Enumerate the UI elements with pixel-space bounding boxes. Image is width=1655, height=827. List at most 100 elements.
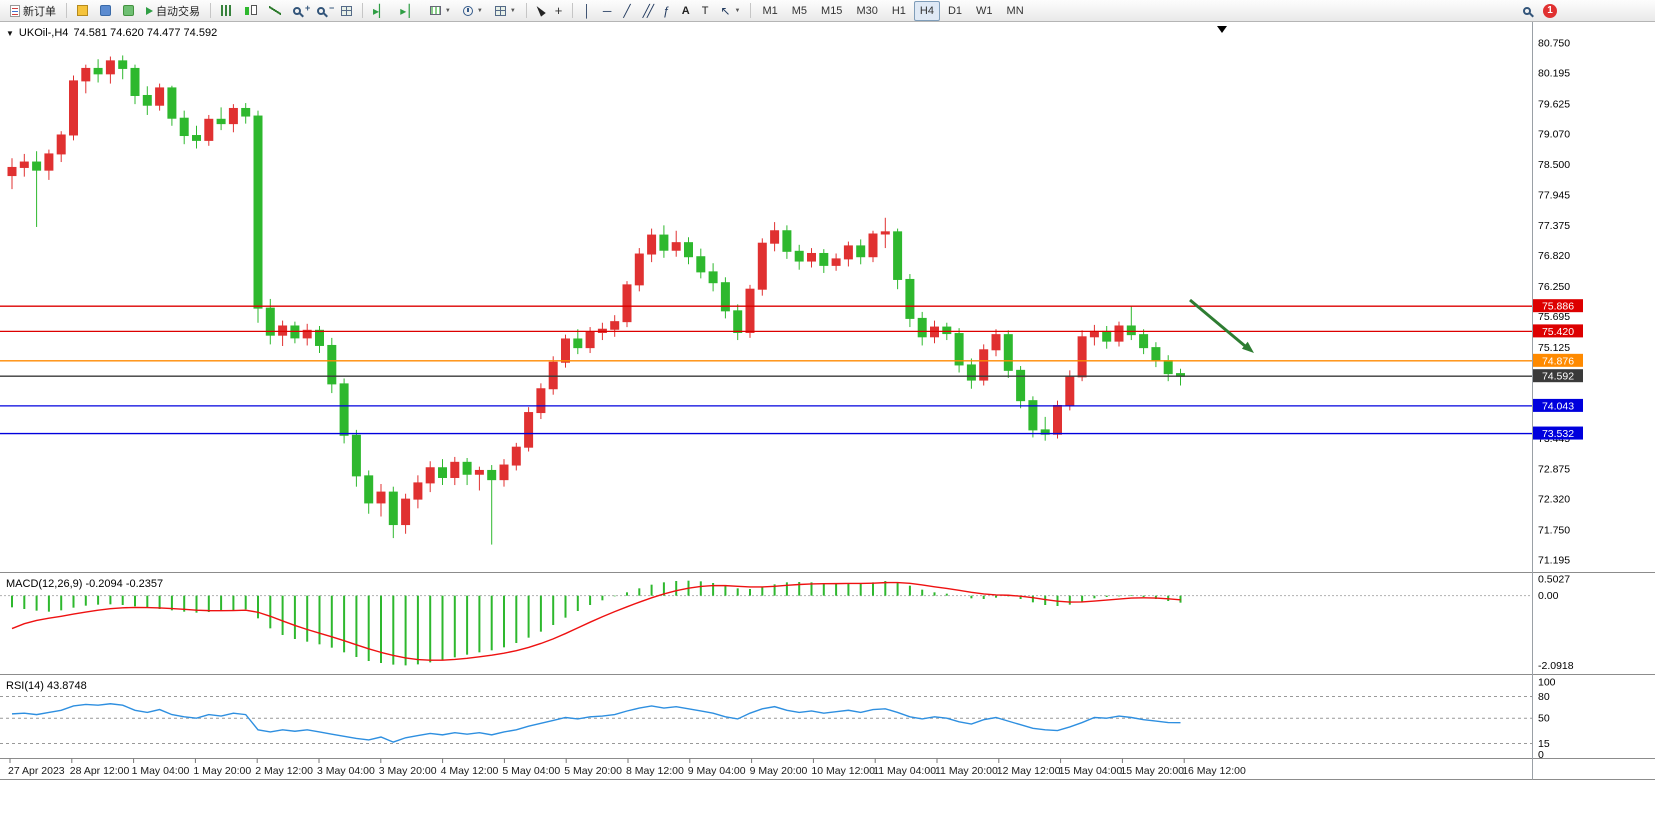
crosshair-button[interactable]: + [550, 1, 568, 21]
svg-text:100: 100 [1538, 677, 1556, 689]
svg-text:8 May 12:00: 8 May 12:00 [626, 765, 684, 777]
svg-text:9 May 20:00: 9 May 20:00 [750, 765, 808, 777]
chart-shift-button[interactable]: ▸ ▏ [395, 1, 423, 21]
channel-icon: ╱╱ [642, 3, 655, 18]
horizontal-line-icon: ─ [602, 3, 612, 18]
auto-scroll-button[interactable]: ▸▏ [368, 1, 393, 21]
svg-text:-2.0918: -2.0918 [1538, 660, 1574, 672]
terminal-button[interactable] [118, 1, 139, 21]
timeframe-m5-button[interactable]: M5 [786, 1, 813, 21]
svg-text:3 May 04:00: 3 May 04:00 [317, 765, 375, 777]
templates-dropdown[interactable]: ▼ [490, 1, 521, 21]
svg-text:50: 50 [1538, 713, 1550, 725]
svg-text:75.420: 75.420 [1542, 326, 1574, 338]
market-watch-icon [77, 5, 88, 16]
trendline-button[interactable]: ╱ [618, 1, 635, 21]
svg-text:76.250: 76.250 [1538, 281, 1570, 293]
chart-canvas[interactable]: 80.750 80.195 79.625 79.070 78.500 77.945 77.3… [0, 22, 1655, 827]
terminal-icon [123, 5, 134, 16]
vertical-line-button[interactable]: │ [578, 1, 596, 21]
autotrading-button[interactable]: 自动交易 [141, 1, 205, 21]
svg-text:5 May 04:00: 5 May 04:00 [502, 765, 560, 777]
svg-text:75.695: 75.695 [1538, 311, 1570, 323]
toolbar-separator [572, 3, 574, 18]
zoom-out-button[interactable] [312, 1, 334, 21]
svg-text:15: 15 [1538, 738, 1550, 750]
timeframe-m1-button[interactable]: M1 [756, 1, 783, 21]
svg-text:27 Apr 2023: 27 Apr 2023 [8, 765, 65, 777]
svg-text:75.125: 75.125 [1538, 342, 1570, 354]
channel-button[interactable]: ╱╱ [638, 1, 656, 21]
level-lines-layer [0, 305, 1532, 435]
chevron-down-icon: ▼ [509, 7, 516, 14]
new-order-label: 新订单 [23, 5, 56, 18]
svg-text:74.592: 74.592 [1542, 371, 1574, 383]
svg-text:80.750: 80.750 [1538, 38, 1570, 50]
svg-text:75.886: 75.886 [1542, 301, 1574, 313]
toolbar-separator [750, 3, 752, 18]
candles-layer [7, 55, 1185, 545]
svg-text:0: 0 [1538, 749, 1544, 761]
timeframe-h4-button[interactable]: H4 [913, 0, 940, 21]
new-order-button[interactable]: 新订单 [5, 1, 61, 21]
macd-histogram-layer [11, 580, 1182, 666]
notification-badge[interactable]: 1 [1543, 3, 1557, 18]
autotrading-label: 自动交易 [156, 5, 200, 18]
label-tool-label: T [701, 4, 709, 17]
toolbar-separator [525, 3, 527, 18]
new-chart-dropdown[interactable]: ▼ [425, 1, 456, 21]
line-chart-icon [269, 5, 281, 16]
ohlc-values: 74.581 74.620 74.477 74.592 [73, 27, 218, 39]
candlestick-chart-button[interactable] [239, 1, 262, 21]
svg-text:72.875: 72.875 [1538, 464, 1570, 476]
zoom-out-icon [317, 3, 334, 15]
collapse-triangle-icon[interactable]: ▼ [6, 28, 14, 38]
timeframe-m30-button[interactable]: M30 [850, 1, 883, 21]
svg-text:10 May 12:00: 10 May 12:00 [811, 765, 875, 777]
chart-window[interactable]: 80.750 80.195 79.625 79.070 78.500 77.945 77.3… [0, 22, 1655, 827]
svg-text:15 May 04:00: 15 May 04:00 [1059, 765, 1123, 777]
timeframe-w1-button[interactable]: W1 [970, 1, 999, 21]
crosshair-icon: + [554, 3, 563, 18]
symbol-ohlc-label: ▼ UKOil-,H4 74.581 74.620 74.477 74.592 [6, 27, 217, 39]
svg-text:0.5027: 0.5027 [1538, 573, 1570, 585]
shapes-dropdown[interactable]: ↖ ▼ [715, 1, 745, 21]
scroll-end-marker [1217, 26, 1227, 33]
cursor-button[interactable] [532, 1, 548, 21]
svg-text:74.876: 74.876 [1542, 355, 1574, 367]
label-tool-button[interactable]: T [697, 1, 714, 21]
bar-chart-button[interactable] [216, 1, 237, 21]
svg-text:0.00: 0.00 [1538, 590, 1559, 602]
chevron-down-icon: ▼ [734, 7, 741, 14]
svg-text:5 May 20:00: 5 May 20:00 [564, 765, 622, 777]
timeframe-d1-button[interactable]: D1 [942, 1, 968, 21]
timeframe-group: M1 M5 M15 M30 H1 H4 D1 W1 MN [755, 0, 1030, 21]
timeframe-m15-button[interactable]: M15 [815, 1, 848, 21]
profiles-dropdown[interactable]: ▼ [458, 1, 488, 21]
cursor-icon [534, 4, 546, 17]
navigator-button[interactable] [95, 1, 116, 21]
timeframe-mn-button[interactable]: MN [1001, 1, 1030, 21]
svg-text:76.820: 76.820 [1538, 250, 1570, 262]
line-chart-button[interactable] [264, 1, 286, 21]
autotrading-play-icon [146, 6, 153, 15]
market-watch-button[interactable] [72, 1, 93, 21]
svg-text:77.375: 77.375 [1538, 220, 1570, 232]
zoom-in-button[interactable] [288, 1, 310, 21]
svg-text:74.043: 74.043 [1542, 400, 1574, 412]
search-icon [1523, 6, 1531, 15]
new-chart-icon [429, 6, 441, 15]
symbol-label: UKOil-,H4 [18, 27, 69, 39]
new-order-icon [10, 4, 20, 17]
horizontal-line-button[interactable]: ─ [598, 1, 617, 21]
bar-chart-icon [221, 5, 232, 16]
fibonacci-button[interactable]: ƒ [658, 1, 675, 21]
macd-signal-line [11, 581, 1181, 661]
search-button[interactable] [1518, 1, 1540, 21]
timeframe-h1-button[interactable]: H1 [886, 1, 912, 21]
text-tool-button[interactable]: A [677, 1, 695, 21]
tile-windows-button[interactable] [336, 1, 357, 21]
svg-text:15 May 20:00: 15 May 20:00 [1120, 765, 1184, 777]
svg-text:12 May 12:00: 12 May 12:00 [997, 765, 1061, 777]
text-tool-label: A [681, 4, 690, 17]
